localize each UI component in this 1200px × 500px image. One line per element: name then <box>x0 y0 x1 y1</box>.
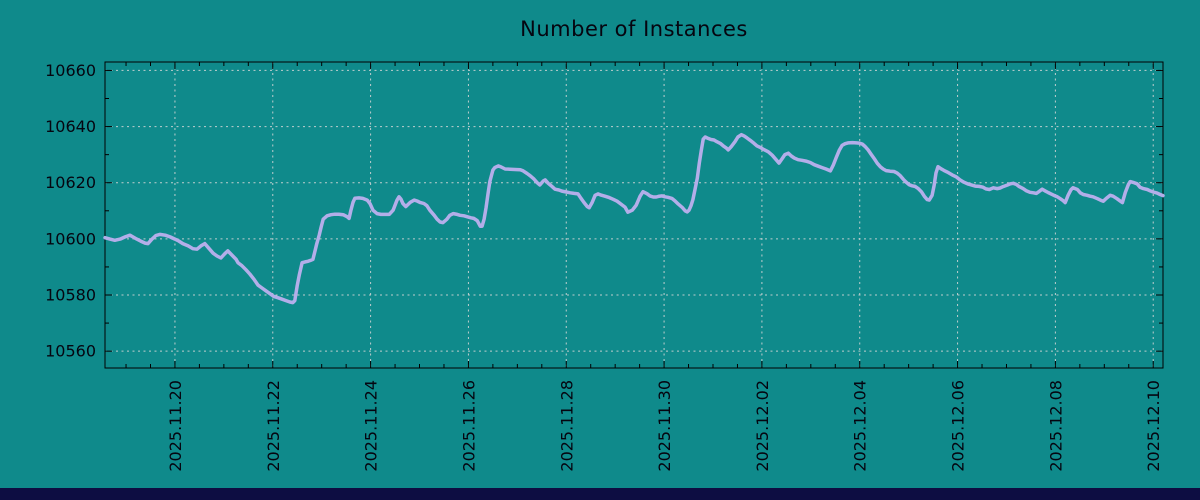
svg-text:2025.12.06: 2025.12.06 <box>949 380 968 472</box>
svg-text:2025.12.10: 2025.12.10 <box>1144 380 1163 472</box>
svg-text:10580: 10580 <box>45 286 96 305</box>
grid-lines <box>105 62 1163 368</box>
data-line-series <box>103 132 1165 305</box>
svg-text:2025.12.04: 2025.12.04 <box>851 380 870 472</box>
svg-text:10620: 10620 <box>45 173 96 192</box>
svg-text:2025.12.02: 2025.12.02 <box>753 380 772 472</box>
svg-text:2025.11.28: 2025.11.28 <box>557 380 576 472</box>
bottom-bar <box>0 488 1200 500</box>
svg-text:2025.11.20: 2025.11.20 <box>166 380 185 472</box>
svg-text:2025.11.30: 2025.11.30 <box>655 380 674 472</box>
svg-text:10660: 10660 <box>45 61 96 80</box>
svg-text:2025.11.22: 2025.11.22 <box>264 380 283 472</box>
axis-ticks <box>105 62 1163 368</box>
svg-text:10600: 10600 <box>45 229 96 248</box>
x-tick-labels: 2025.11.20 2025.11.22 2025.11.24 2025.11.26… <box>166 380 1163 472</box>
svg-text:2025.11.26: 2025.11.26 <box>459 380 478 472</box>
svg-text:2025.12.08: 2025.12.08 <box>1046 380 1065 472</box>
plot-border <box>104 61 1164 369</box>
svg-text:10640: 10640 <box>45 117 96 136</box>
svg-text:2025.11.24: 2025.11.24 <box>362 380 381 472</box>
chart-title: Number of Instances <box>520 17 748 41</box>
y-tick-labels: 10560 10580 10600 10620 10640 10660 <box>45 61 96 361</box>
svg-text:10560: 10560 <box>45 342 96 361</box>
